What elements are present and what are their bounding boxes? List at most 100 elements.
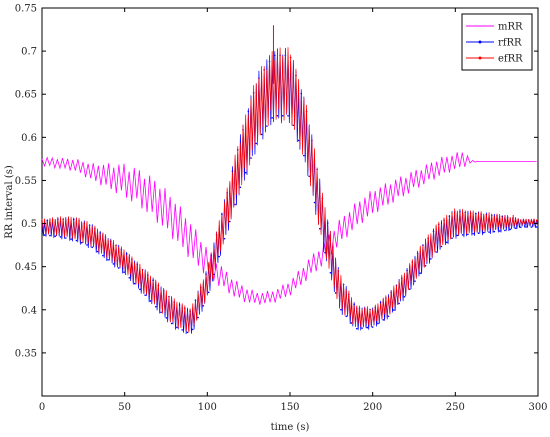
rfRR-point xyxy=(414,280,416,282)
rfRR-point xyxy=(393,309,395,311)
rfRR-point xyxy=(54,235,57,237)
rfRR-point xyxy=(123,271,125,273)
rfRR-point xyxy=(461,234,464,236)
y-tick-label: 0.7 xyxy=(21,47,37,58)
series-layer xyxy=(41,25,539,334)
rfRR-point xyxy=(456,234,459,237)
rfRR-point xyxy=(488,231,490,233)
rfRR-point xyxy=(239,186,242,189)
rfRR-point xyxy=(424,265,427,267)
rfRR-point xyxy=(72,218,75,221)
rfRR-point xyxy=(86,244,88,246)
rfRR-point xyxy=(165,317,168,319)
y-tick-label: 0.75 xyxy=(15,4,37,15)
y-tick-label: 0.45 xyxy=(15,262,37,273)
rfRR-point xyxy=(218,255,221,258)
rfRR-point xyxy=(350,322,353,324)
rfRR-point xyxy=(535,226,538,228)
rfRR-point xyxy=(297,139,300,142)
rfRR-point xyxy=(324,251,326,254)
rfRR-point xyxy=(255,142,258,145)
rfRR-point xyxy=(451,237,453,240)
rfRR-point xyxy=(194,299,197,301)
x-tick-label: 50 xyxy=(118,402,131,413)
rfRR-point xyxy=(221,213,223,215)
legend-label: efRR xyxy=(498,54,523,65)
rfRR-point xyxy=(334,292,337,294)
rfRR-point xyxy=(281,114,284,117)
rfRR-point xyxy=(170,322,173,325)
rfRR-point xyxy=(247,110,250,113)
series-efRR xyxy=(41,47,539,333)
rfRR-point xyxy=(361,327,363,329)
rfRR-point xyxy=(340,308,342,311)
rfRR-point xyxy=(448,215,451,217)
rfRR-point xyxy=(432,230,435,233)
x-tick-label: 300 xyxy=(528,402,547,413)
rfRR-point xyxy=(287,114,289,117)
rfRR-point xyxy=(160,311,162,314)
rfRR-point xyxy=(345,315,348,318)
rfRR-point xyxy=(144,294,146,296)
rfRR-point xyxy=(133,282,136,285)
rfRR-point xyxy=(329,272,332,274)
rfRR-point xyxy=(504,229,506,232)
rfRR-point xyxy=(125,253,128,255)
x-tick-label: 250 xyxy=(446,402,465,413)
rfRR-point xyxy=(403,295,406,298)
rfRR-point xyxy=(128,276,131,279)
series-line-efRR xyxy=(41,47,539,333)
rfRR-point xyxy=(70,238,72,240)
legend: mRR rfRR efRR xyxy=(461,13,533,71)
rfRR-point xyxy=(260,133,263,136)
rfRR-point xyxy=(181,329,183,331)
rfRR-point xyxy=(308,175,310,178)
rfRR-point xyxy=(467,233,469,236)
rfRR-point xyxy=(59,236,62,238)
y-tick-label: 0.4 xyxy=(21,305,37,316)
rfRR-point xyxy=(234,203,236,206)
x-tick-label: 0 xyxy=(39,402,45,413)
y-tick-label: 0.5 xyxy=(21,219,37,230)
rfRR-point xyxy=(501,215,504,218)
rfRR-point xyxy=(43,234,46,236)
rfRR-point xyxy=(178,304,181,306)
legend-item-mRR: mRR xyxy=(466,22,523,33)
rfRR-point xyxy=(96,250,99,253)
rfRR-point xyxy=(355,327,358,330)
rfRR-point xyxy=(445,241,448,244)
rfRR-point xyxy=(422,244,424,246)
rfRR-point xyxy=(300,92,303,95)
rfRR-point xyxy=(207,291,210,294)
rfRR-point xyxy=(472,232,474,235)
rfRR-point xyxy=(75,239,78,242)
rfRR-point xyxy=(406,269,408,272)
y-tick-label: 0.65 xyxy=(15,90,37,101)
y-tick-label: 0.6 xyxy=(21,133,37,144)
rfRR-point xyxy=(149,300,152,302)
legend-item-efRR: efRR xyxy=(466,54,523,65)
rfRR-point xyxy=(520,226,522,228)
x-tick-label: 200 xyxy=(363,402,382,413)
rfRR-point xyxy=(191,328,194,331)
y-tick-label: 0.35 xyxy=(15,348,37,359)
rfRR-point xyxy=(244,171,247,174)
rfRR-point xyxy=(271,117,273,119)
x-axis-ticks: 0 50 100 150 200 250 300 xyxy=(39,8,548,413)
rfRR-point xyxy=(382,319,385,321)
rfRR-point xyxy=(303,154,305,157)
legend-marker xyxy=(478,56,482,60)
rfRR-point xyxy=(49,234,51,237)
legend-label: rfRR xyxy=(498,38,522,49)
rfRR-point xyxy=(65,237,67,239)
rfRR-point xyxy=(371,326,374,328)
rfRR-point xyxy=(213,273,215,276)
legend-label: mRR xyxy=(498,22,523,33)
rfRR-point xyxy=(273,54,276,57)
rfRR-point xyxy=(498,230,501,232)
rfRR-point xyxy=(326,222,329,224)
rfRR-point xyxy=(366,326,369,329)
rfRR-point xyxy=(440,245,443,248)
rfRR-point xyxy=(102,254,104,257)
rfRR-point xyxy=(205,273,207,276)
